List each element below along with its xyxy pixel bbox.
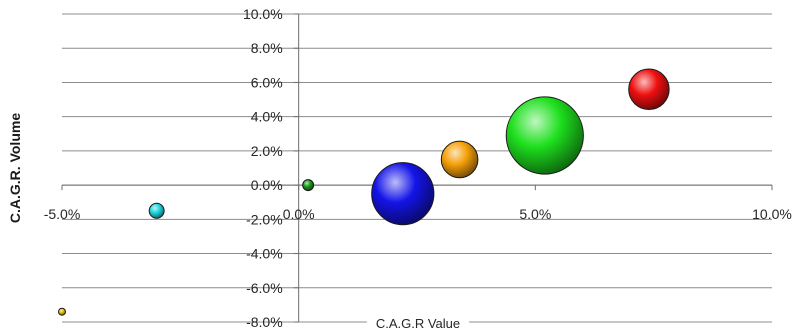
bubble-point-3 bbox=[371, 162, 435, 226]
y-tick-label-5: 2.0% bbox=[251, 143, 283, 159]
bubble-point-4 bbox=[440, 140, 479, 179]
y-tick-label-8: 8.0% bbox=[251, 40, 283, 56]
data-points bbox=[58, 68, 670, 316]
y-axis bbox=[293, 13, 300, 323]
x-axis-title-background bbox=[366, 315, 470, 330]
x-axis-title-group: C.A.G.R Value bbox=[366, 315, 470, 330]
y-tick-labels: -8.0% -6.0% -4.0% -2.0% 0.0% 2.0% 4.0% 6.0% 8.0%… bbox=[243, 6, 283, 330]
x-tick-label-1: 0.0% bbox=[283, 206, 315, 222]
bubble-point-5 bbox=[505, 96, 584, 175]
y-tick-label-3: -2.0% bbox=[246, 211, 283, 227]
x-axis-title: C.A.G.R Value bbox=[376, 316, 460, 330]
y-tick-label-9: 10.0% bbox=[243, 6, 283, 22]
x-tick-label-3: 10.0% bbox=[752, 206, 792, 222]
bubble-point-0 bbox=[58, 307, 66, 316]
y-tick-label-0: -8.0% bbox=[246, 314, 283, 330]
y-axis-title: C.A.G.R. Volume bbox=[7, 113, 23, 223]
y-tick-label-7: 6.0% bbox=[251, 74, 283, 90]
y-tick-label-2: -4.0% bbox=[246, 246, 283, 262]
y-tick-label-6: 4.0% bbox=[251, 109, 283, 125]
bubble-point-2 bbox=[302, 179, 315, 192]
bubble-point-6 bbox=[628, 68, 670, 111]
x-tick-label-2: 5.0% bbox=[519, 206, 551, 222]
y-tick-label-4: 0.0% bbox=[251, 177, 283, 193]
x-tick-label-0: -5.0% bbox=[44, 206, 81, 222]
bubble-point-1 bbox=[148, 202, 165, 219]
x-tick-labels: -5.0% 0.0% 5.0% 10.0% bbox=[44, 206, 792, 222]
y-tick-label-1: -6.0% bbox=[246, 280, 283, 296]
